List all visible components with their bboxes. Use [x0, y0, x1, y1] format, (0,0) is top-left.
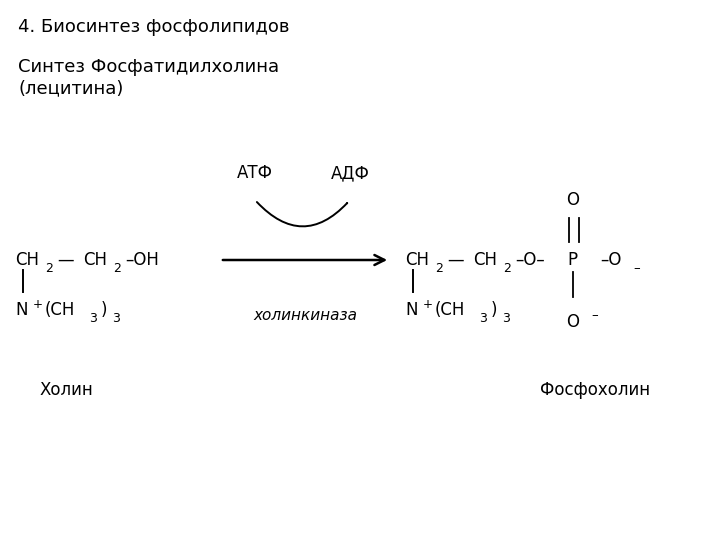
- Text: 4. Биосинтез фосфолипидов: 4. Биосинтез фосфолипидов: [18, 18, 289, 36]
- Text: N: N: [405, 301, 418, 319]
- Text: +: +: [32, 298, 42, 310]
- Text: 3: 3: [479, 313, 487, 326]
- Text: 2: 2: [503, 262, 511, 275]
- Text: АДФ: АДФ: [330, 164, 369, 182]
- Text: ): ): [491, 301, 498, 319]
- Text: (CH: (CH: [45, 301, 76, 319]
- Text: O: O: [567, 191, 580, 209]
- Text: P: P: [567, 251, 577, 269]
- Text: 3: 3: [89, 313, 97, 326]
- Text: Холин: Холин: [40, 381, 94, 399]
- Text: Фосфохолин: Фосфохолин: [540, 381, 650, 399]
- Text: холинкиназа: холинкиназа: [253, 307, 357, 322]
- Text: —: —: [57, 251, 73, 269]
- Text: 3: 3: [112, 313, 120, 326]
- Text: 2: 2: [113, 262, 121, 275]
- Text: (CH: (CH: [435, 301, 465, 319]
- Text: ): ): [101, 301, 107, 319]
- Text: –O–: –O–: [515, 251, 545, 269]
- Text: +: +: [423, 298, 433, 310]
- Text: —: —: [447, 251, 464, 269]
- FancyArrowPatch shape: [257, 202, 347, 226]
- Text: CH: CH: [473, 251, 497, 269]
- Text: CH: CH: [15, 251, 39, 269]
- Text: CH: CH: [83, 251, 107, 269]
- Text: АТФ: АТФ: [237, 164, 273, 182]
- Text: CH: CH: [405, 251, 429, 269]
- Text: N: N: [15, 301, 27, 319]
- Text: 2: 2: [45, 262, 53, 275]
- Text: O: O: [567, 313, 580, 331]
- Text: 2: 2: [435, 262, 443, 275]
- Text: –: –: [633, 262, 640, 275]
- Text: –O: –O: [600, 251, 621, 269]
- Text: –: –: [591, 309, 598, 322]
- Text: –OH: –OH: [125, 251, 159, 269]
- Text: Синтез Фосфатидилхолина
(лецитина): Синтез Фосфатидилхолина (лецитина): [18, 58, 279, 97]
- Text: 3: 3: [503, 313, 510, 326]
